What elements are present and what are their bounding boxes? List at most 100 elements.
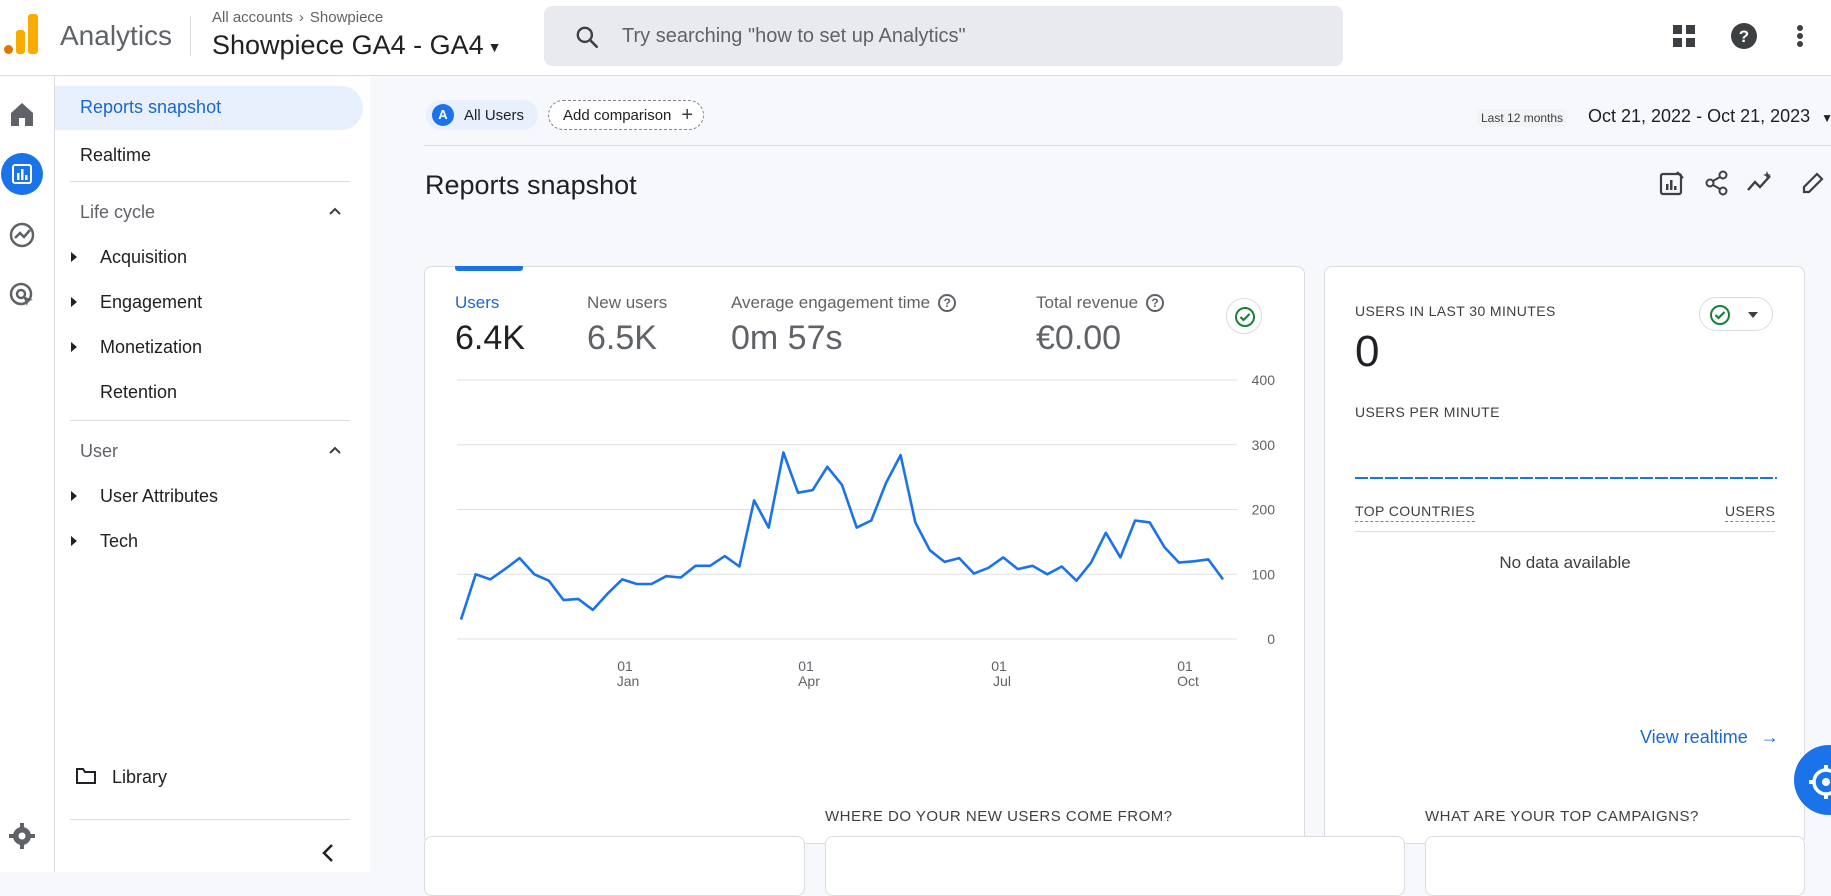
assistant-fab[interactable] (1794, 745, 1831, 815)
plus-icon: + (681, 103, 694, 126)
metric-tab-users[interactable]: Users 6.4K (455, 293, 525, 358)
more-vert-icon[interactable] (1784, 20, 1816, 52)
view-realtime-link[interactable]: View realtime → (1640, 727, 1779, 748)
nav-divider (70, 420, 350, 421)
section-heading-campaigns: WHAT ARE YOUR TOP CAMPAIGNS? (1425, 808, 1699, 825)
expand-arrow-icon[interactable] (71, 491, 77, 501)
page-title: Reports snapshot (425, 170, 637, 200)
add-comparison-button[interactable]: Add comparison + (548, 100, 705, 130)
view-realtime-label: View realtime (1640, 727, 1748, 747)
search-input[interactable] (622, 21, 1302, 51)
campaigns-card (1425, 836, 1805, 896)
metric-value: 6.5K (587, 319, 657, 357)
settings-gear-icon[interactable] (6, 820, 38, 852)
nav-item-library[interactable]: Library (112, 767, 168, 787)
help-circle-icon[interactable]: ? (1146, 294, 1165, 312)
nav-item-retention[interactable]: Retention (100, 382, 178, 402)
app-name: Analytics (60, 20, 173, 51)
collapse-nav-icon[interactable] (320, 842, 336, 864)
metric-label: New users (587, 293, 668, 312)
x-tick-month: Apr (798, 673, 820, 689)
share-icon[interactable] (1702, 168, 1732, 198)
x-tick-day: 01 (798, 658, 814, 674)
users-column-header[interactable]: USERS (1725, 503, 1776, 522)
metric-value: 0m 57s (731, 319, 843, 357)
explore-icon[interactable] (6, 219, 38, 251)
breadcrumb[interactable]: All accounts › Showpiece (212, 9, 383, 26)
table-divider (1355, 531, 1775, 532)
y-tick-label: 0 (1267, 631, 1275, 647)
arrow-right-icon: → (1760, 727, 1779, 747)
folder-icon (76, 768, 96, 784)
y-tick-label: 300 (1252, 437, 1276, 453)
comparison-chip-all-users[interactable]: A All Users (426, 100, 539, 130)
property-name: Showpiece GA4 - GA4 (212, 30, 484, 60)
nav-item-user-attributes[interactable]: User Attributes (100, 486, 219, 506)
add-comparison-label: Add comparison (563, 106, 672, 124)
advertising-icon[interactable] (6, 279, 38, 311)
edit-pencil-icon[interactable] (1798, 168, 1828, 198)
date-range-text: Oct 21, 2022 - Oct 21, 2023 (1588, 106, 1811, 126)
no-data-message: No data available (1499, 553, 1631, 572)
help-circle-icon[interactable]: ? (938, 294, 957, 312)
insights-icon[interactable] (1745, 168, 1775, 198)
y-tick-label: 400 (1252, 372, 1276, 388)
expand-arrow-icon[interactable] (71, 536, 77, 546)
realtime-quality-dropdown[interactable] (1699, 297, 1773, 331)
metric-label: Total revenue (1036, 293, 1139, 312)
chevron-up-icon[interactable] (327, 203, 343, 219)
date-range-picker[interactable]: Oct 21, 2022 - Oct 21, 2023 ▼ (1588, 106, 1831, 127)
reports-icon[interactable] (1, 153, 43, 195)
dropdown-arrow-icon: ▼ (487, 38, 502, 55)
apps-grid-icon[interactable] (1668, 20, 1700, 52)
metric-tab-new-users[interactable]: New users 6.5K (587, 293, 667, 358)
property-selector[interactable]: Showpiece GA4 - GA4 ▼ (212, 30, 502, 61)
x-tick-month: Jan (617, 673, 640, 689)
nav-group-lifecycle[interactable]: Life cycle (80, 202, 156, 222)
metric-value: 6.4K (455, 319, 525, 357)
check-circle-icon (1235, 307, 1255, 327)
new-users-card (825, 836, 1405, 896)
expand-arrow-icon[interactable] (71, 297, 77, 307)
chevron-up-icon[interactable] (327, 442, 343, 458)
metric-tab-total-revenue[interactable]: Total revenue? €0.00 (1036, 293, 1165, 358)
nav-item-monetization[interactable]: Monetization (100, 337, 203, 357)
segment-badge: A (432, 104, 454, 126)
top-countries-header[interactable]: TOP COUNTRIES (1355, 503, 1475, 522)
metric-tab-engagement-time[interactable]: Average engagement time? 0m 57s (731, 293, 957, 358)
x-tick-month: Jul (993, 673, 1011, 689)
nav-item-label: Reports snapshot (80, 97, 222, 117)
svg-text:?: ? (1739, 27, 1749, 46)
search-bar[interactable] (544, 6, 1343, 66)
nav-item-acquisition[interactable]: Acquisition (100, 247, 188, 267)
chevron-right-icon: › (298, 9, 304, 26)
analytics-logo[interactable] (4, 14, 38, 54)
metric-value: €0.00 (1036, 319, 1122, 357)
x-tick-day: 01 (1177, 658, 1193, 674)
left-rail (0, 76, 55, 872)
customize-report-icon[interactable] (1657, 168, 1687, 198)
header-divider (190, 16, 191, 56)
nav-item-engagement[interactable]: Engagement (100, 292, 203, 312)
data-quality-badge[interactable] (1226, 298, 1262, 334)
main-content: A All Users Add comparison + Last 12 mon… (370, 76, 1831, 896)
nav-group-user[interactable]: User (80, 441, 119, 461)
breadcrumb-account-name[interactable]: Showpiece (309, 9, 384, 26)
search-icon (576, 26, 599, 49)
date-preset-label: Last 12 months (1477, 109, 1568, 127)
nav-item-realtime[interactable]: Realtime (80, 145, 152, 165)
check-circle-icon (1710, 305, 1730, 325)
breadcrumb-accounts[interactable]: All accounts (212, 9, 293, 26)
nav-item-tech[interactable]: Tech (100, 531, 139, 551)
realtime-user-count: 0 (1355, 327, 1380, 376)
nav-item-reports-snapshot[interactable]: Reports snapshot (55, 86, 363, 130)
home-icon[interactable] (6, 98, 38, 130)
help-icon[interactable]: ? (1728, 20, 1760, 52)
dropdown-arrow-icon (1748, 312, 1758, 318)
x-tick-day: 01 (617, 658, 633, 674)
segment-label: All Users (464, 106, 525, 124)
top-bar: Analytics All accounts › Showpiece Showpie… (0, 0, 1831, 76)
x-tick-day: 01 (991, 658, 1007, 674)
expand-arrow-icon[interactable] (71, 252, 77, 262)
expand-arrow-icon[interactable] (71, 342, 77, 352)
